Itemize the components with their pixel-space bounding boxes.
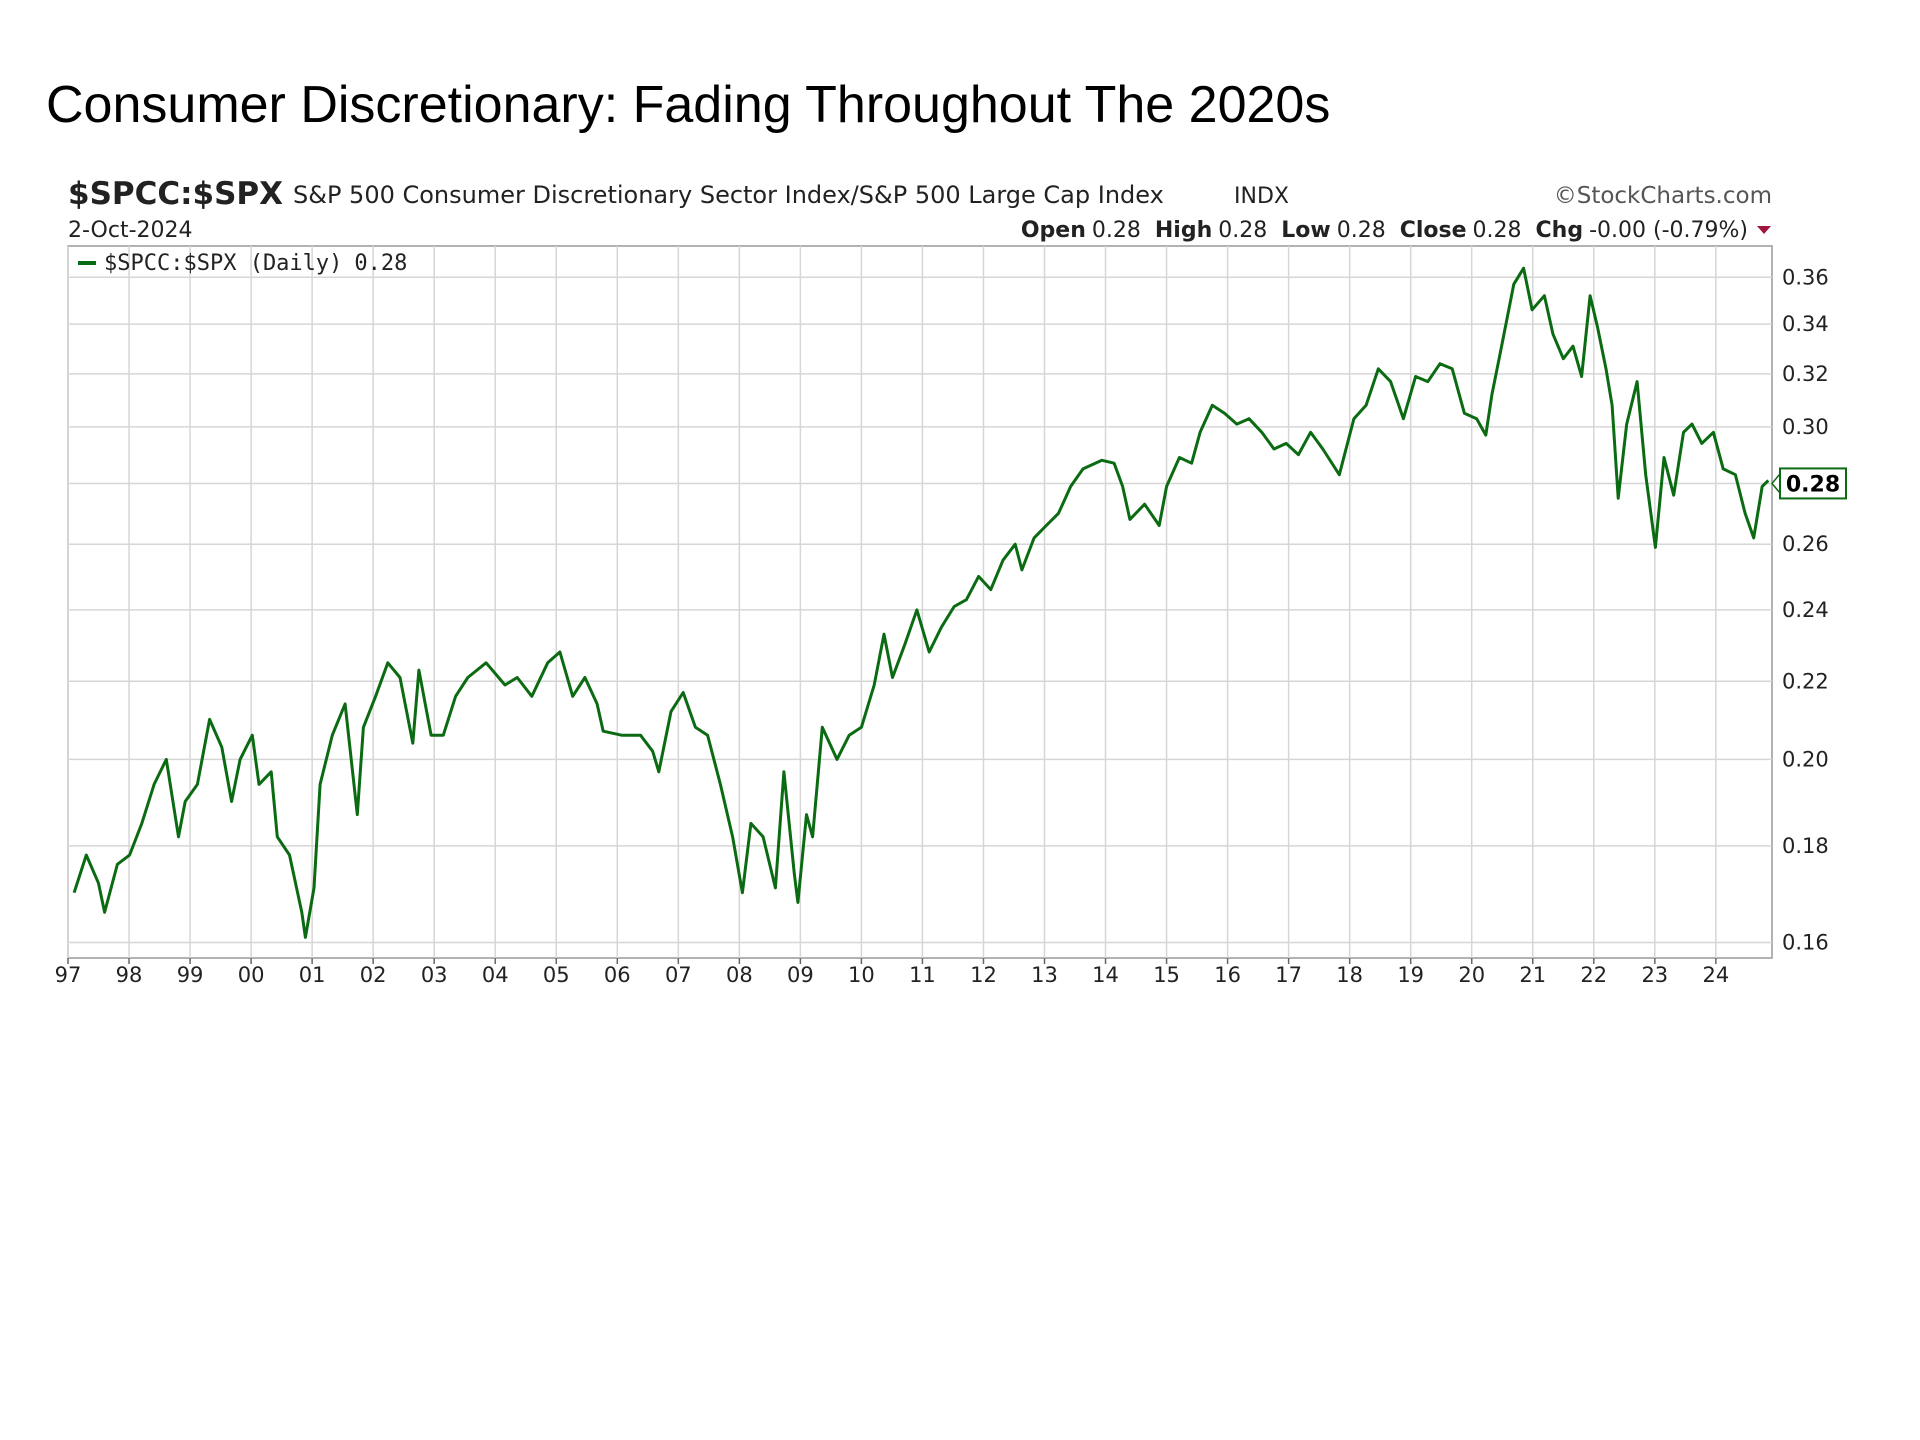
x-tick-label: 99	[177, 963, 204, 987]
x-tick-label: 04	[482, 963, 509, 987]
source: ©StockCharts.com	[1554, 183, 1772, 209]
x-tick-label: 16	[1214, 963, 1241, 987]
legend-text: $SPCC:$SPX (Daily) 0.28	[104, 251, 407, 276]
legend-value: 0.28	[354, 251, 407, 276]
stat-label: Close	[1400, 218, 1467, 243]
slide-title: Consumer Discretionary: Fading Throughou…	[46, 76, 1330, 134]
y-tick-label: 0.20	[1782, 747, 1829, 771]
x-tick-label: 13	[1031, 963, 1058, 987]
x-tick-label: 05	[543, 963, 570, 987]
stat-label: Open	[1021, 218, 1086, 243]
stat-label: High	[1155, 218, 1212, 243]
x-tick-label: 00	[238, 963, 265, 987]
x-tick-label: 07	[665, 963, 692, 987]
y-tick-label: 0.22	[1782, 669, 1829, 693]
x-tick-label: 22	[1580, 963, 1607, 987]
x-tick-label: 23	[1641, 963, 1668, 987]
x-tick-label: 98	[116, 963, 143, 987]
x-tick-label: 10	[848, 963, 875, 987]
plot: 0.16 0.18 0.20 0.22 0.24 0.26 0.28 0.30 0.32 0.34…	[55, 245, 1847, 987]
x-tick-label: 08	[726, 963, 753, 987]
y-tick-label: 0.36	[1782, 265, 1829, 289]
stat-value: 0.28	[1337, 218, 1386, 243]
stat-label: Low	[1281, 218, 1330, 243]
x-tick-label: 97	[55, 963, 82, 987]
y-tick-label: 0.34	[1782, 312, 1829, 336]
stat-value: 0.28	[1218, 218, 1267, 243]
x-tick-label: 12	[970, 963, 997, 987]
legend-name: $SPCC:$SPX (Daily)	[104, 251, 342, 276]
stats: Open 0.28 High 0.28 Low 0.28 Close 0.28 Chg -0.00…	[1021, 218, 1748, 243]
y-tick-label: 0.18	[1782, 834, 1829, 858]
stat-value: -0.00 (-0.79%)	[1589, 218, 1748, 243]
change-arrow	[1757, 226, 1771, 234]
x-tick-label: 06	[604, 963, 631, 987]
series-line	[72, 266, 1770, 939]
x-tick-label: 24	[1702, 963, 1729, 987]
x-tick-label: 03	[421, 963, 448, 987]
x-tick-label: 15	[1153, 963, 1180, 987]
x-tick-label: 14	[1092, 963, 1119, 987]
y-tick-label: 0.26	[1782, 532, 1829, 556]
last-value-box	[1779, 467, 1847, 500]
description: S&P 500 Consumer Discretionary Sector In…	[293, 181, 1164, 209]
x-tick-label: 20	[1458, 963, 1485, 987]
stat-label: Chg	[1536, 218, 1584, 243]
y-tick-label: 0.30	[1782, 415, 1829, 439]
date: 2-Oct-2024	[68, 218, 193, 243]
x-tick-label: 01	[299, 963, 326, 987]
last-value-label: 0.28	[1786, 472, 1840, 497]
plot-area	[67, 245, 1773, 959]
y-tick-label: 0.24	[1782, 598, 1829, 622]
stat-value: 0.28	[1092, 218, 1141, 243]
y-tick-label: 0.16	[1782, 930, 1829, 954]
x-tick-label: 19	[1397, 963, 1424, 987]
exchange: INDX	[1234, 184, 1289, 209]
x-tick-label: 21	[1519, 963, 1546, 987]
x-tick-label: 18	[1336, 963, 1363, 987]
y-tick-label: 0.32	[1782, 362, 1829, 386]
x-tick-label: 09	[787, 963, 814, 987]
x-tick-label: 02	[360, 963, 387, 987]
x-tick-label: 11	[909, 963, 936, 987]
stat-value: 0.28	[1473, 218, 1522, 243]
x-tick-label: 17	[1275, 963, 1302, 987]
symbol: $SPCC:$SPX	[68, 176, 283, 212]
